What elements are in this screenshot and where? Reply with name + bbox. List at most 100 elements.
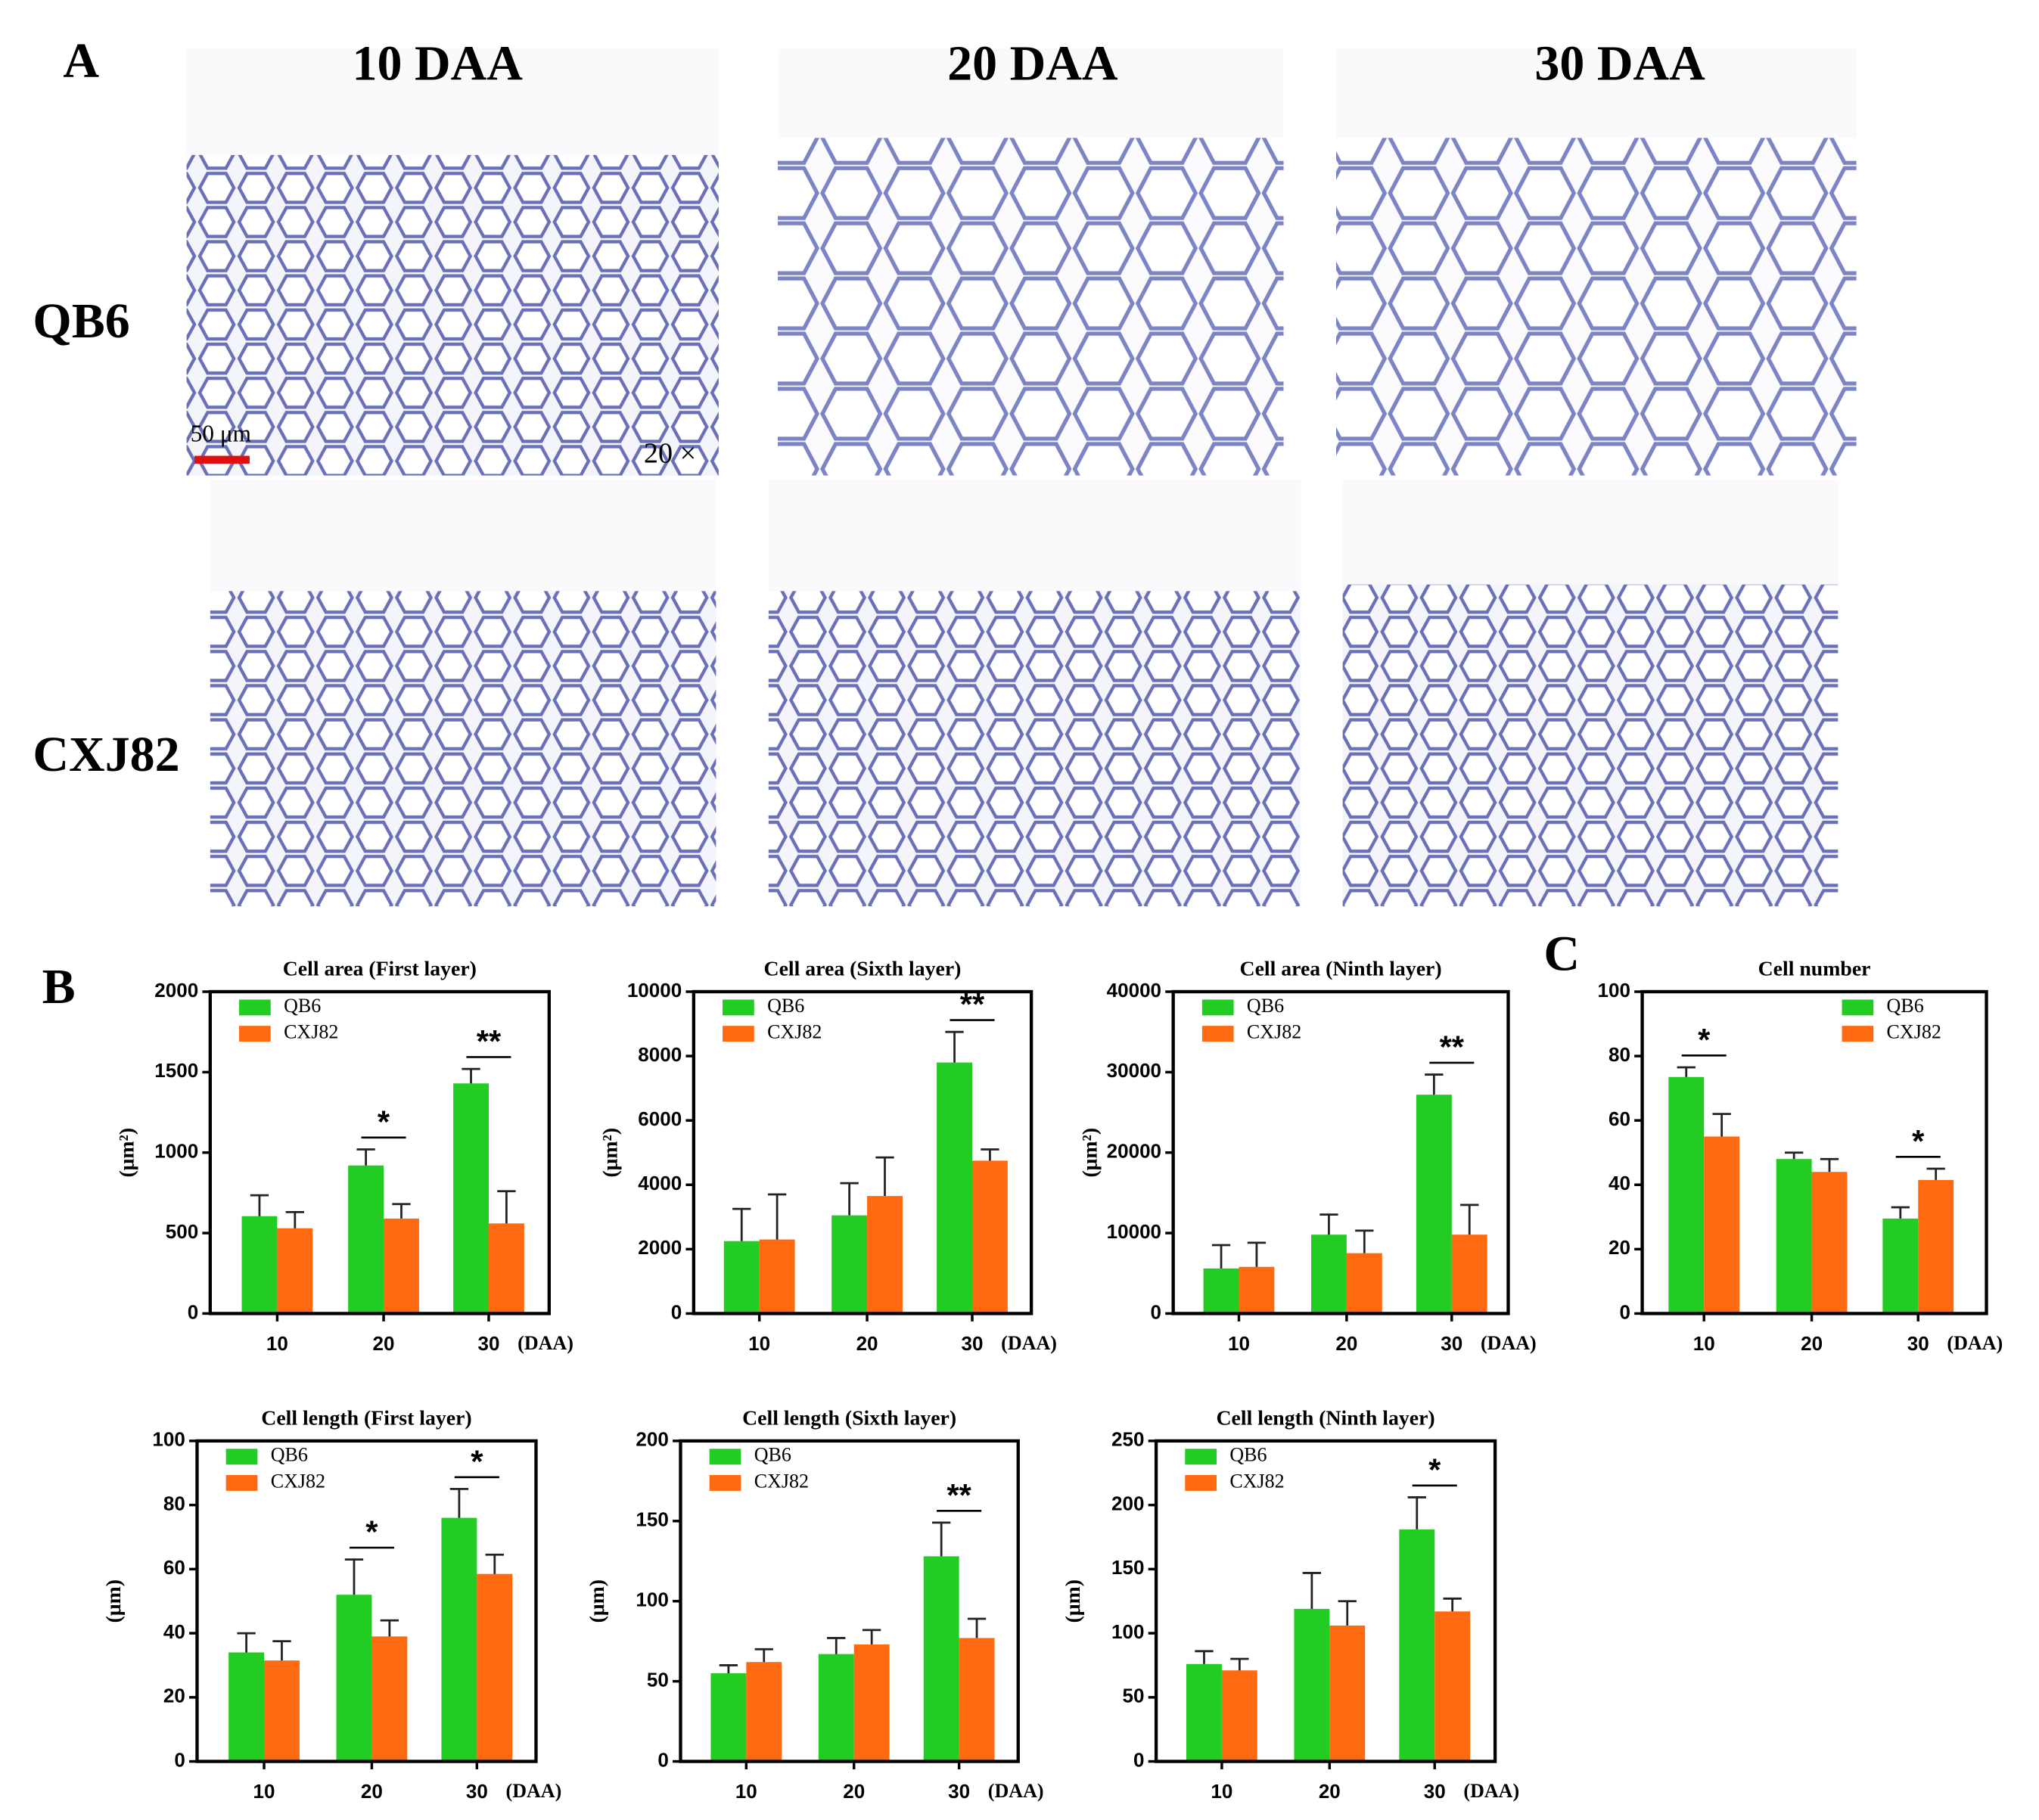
bar: [1811, 1172, 1848, 1314]
y-axis-label: (μm): [1061, 1579, 1085, 1623]
legend-swatch: [1842, 999, 1874, 1016]
legend-label: CXJ82: [1887, 1021, 1941, 1043]
plot-frame: [1171, 989, 1510, 1315]
x-tick-label: 10: [266, 1332, 288, 1355]
x-tick-label: 30: [477, 1332, 499, 1355]
error-bar: [827, 1637, 846, 1654]
legend-swatch: [723, 1026, 754, 1042]
y-tick-label: 0: [174, 1748, 185, 1771]
chart-title: Cell area (Ninth layer): [1240, 958, 1442, 981]
error-bar: [767, 1193, 787, 1240]
chart-title: Cell area (First layer): [283, 958, 477, 981]
y-tick-label: 0: [1151, 1300, 1161, 1323]
error-bar: [1425, 1073, 1444, 1095]
y-axis-label: (μm): [102, 1579, 126, 1623]
legend-label: QB6: [284, 995, 321, 1017]
x-tick-label: 30: [948, 1780, 970, 1803]
x-tick-label: 10: [748, 1332, 770, 1355]
y-tick-label: 0: [671, 1300, 682, 1323]
bar: [441, 1517, 477, 1762]
y-tick-label: 100: [636, 1589, 668, 1611]
error-bar: [1712, 1113, 1731, 1137]
micrograph: [186, 48, 719, 476]
y-tick-label: 6000: [638, 1107, 682, 1130]
bar: [1668, 1076, 1705, 1314]
bar: [867, 1196, 903, 1314]
significance-label: *: [1698, 1022, 1711, 1058]
legend-label: QB6: [767, 995, 804, 1017]
error-bar: [380, 1619, 399, 1637]
bar: [277, 1228, 313, 1314]
x-tick-label: 10: [1211, 1780, 1232, 1803]
plot-frame: [679, 1439, 1020, 1763]
x-tick-label: 20: [1801, 1332, 1823, 1355]
scale-bar: [194, 455, 250, 464]
legend-label: QB6: [271, 1444, 308, 1466]
error-bar: [1460, 1203, 1479, 1235]
bar: [384, 1218, 419, 1314]
error-bar: [967, 1617, 987, 1638]
chart-title: Cell number: [1758, 958, 1871, 981]
panel-label: B: [42, 959, 76, 1014]
x-tick-label: 30: [1424, 1780, 1446, 1803]
bar: [1882, 1218, 1919, 1314]
legend-label: QB6: [1887, 995, 1924, 1017]
bar: [1186, 1663, 1222, 1762]
bar: [477, 1573, 513, 1762]
error-bar: [945, 1030, 964, 1063]
legend-label: QB6: [754, 1444, 791, 1466]
plot-frame: [208, 989, 552, 1315]
y-tick-label: 20: [1609, 1236, 1630, 1259]
significance-label: *: [1912, 1123, 1925, 1159]
y-tick-label: 150: [1111, 1556, 1144, 1579]
y-tick-label: 200: [636, 1428, 668, 1451]
error-bar: [840, 1182, 859, 1216]
y-tick-label: 20: [163, 1685, 185, 1707]
error-bar: [1820, 1157, 1839, 1172]
bar: [1329, 1625, 1366, 1762]
error-bar: [862, 1629, 881, 1645]
y-tick-label: 2000: [154, 979, 198, 1002]
legend-swatch: [723, 999, 754, 1016]
bar: [723, 1241, 760, 1314]
x-tick-label: 30: [1907, 1332, 1929, 1355]
significance-label: **: [946, 1477, 971, 1513]
error-bar: [392, 1203, 411, 1219]
legend-swatch: [1842, 1026, 1874, 1042]
bar: [488, 1223, 524, 1314]
y-axis-label: (μm): [586, 1579, 609, 1623]
y-tick-label: 50: [1122, 1685, 1144, 1707]
legend-label: QB6: [1229, 1444, 1267, 1466]
legend-swatch: [239, 1026, 271, 1042]
bar: [1416, 1095, 1452, 1314]
y-tick-label: 30000: [1107, 1059, 1161, 1082]
error-bar: [462, 1067, 480, 1084]
legend-swatch: [1201, 1026, 1234, 1042]
x-tick-label: 10: [1693, 1332, 1715, 1355]
error-bar: [356, 1148, 375, 1166]
plot-frame: [1640, 989, 1988, 1315]
plot-frame: [195, 1439, 538, 1763]
legend-swatch: [1201, 999, 1234, 1016]
panel-label: C: [1543, 927, 1580, 982]
row-label: QB6: [33, 293, 129, 349]
column-label: 30 DAA: [1534, 36, 1705, 91]
x-axis-label: (DAA): [506, 1780, 562, 1802]
error-bar: [1677, 1066, 1696, 1077]
y-tick-label: 100: [152, 1428, 185, 1451]
bar: [1294, 1608, 1330, 1762]
significance-label: **: [1440, 1030, 1465, 1065]
error-bar: [1211, 1244, 1231, 1269]
bar: [818, 1654, 854, 1762]
error-bar: [932, 1521, 951, 1557]
legend-swatch: [709, 1475, 741, 1491]
bar: [1310, 1235, 1347, 1314]
error-bar: [1338, 1600, 1357, 1626]
x-axis-label: (DAA): [518, 1332, 573, 1354]
bar: [228, 1652, 265, 1762]
micrographs: [186, 48, 1857, 907]
legend-label: CXJ82: [271, 1470, 325, 1492]
significance-label: *: [378, 1104, 390, 1139]
bar: [264, 1660, 300, 1762]
